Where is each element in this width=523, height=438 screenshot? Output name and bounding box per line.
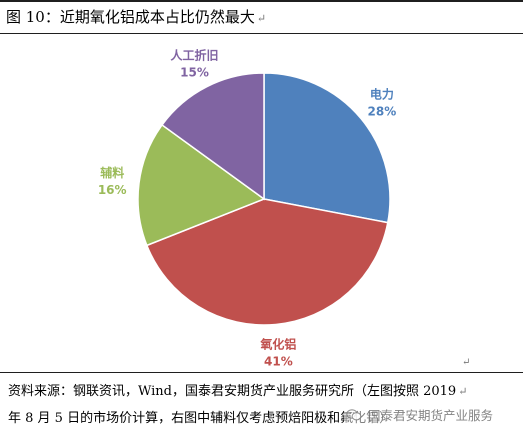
source-line-2: 年 8 月 5 日的市场价计算，右图中辅料仅考虑预焙阳极和氟化铝） <box>8 411 393 426</box>
slice-value-label: 41% <box>264 354 293 368</box>
pie-slice-3 <box>161 72 265 201</box>
source-line-1: 资料来源：钢联资讯，Wind，国泰君安期货产业服务研究所（左图按照 2019 <box>8 384 457 399</box>
pie-slice-1 <box>145 198 389 326</box>
slice-value-label: 15% <box>180 66 209 80</box>
watermark-text: 国泰君安期货产业服务 <box>368 408 494 423</box>
slice-value-label: 28% <box>368 104 397 118</box>
paragraph-mark: ↵ <box>256 12 267 25</box>
wechat-icon <box>346 409 362 421</box>
pie-chart-svg: 电力 28% 氧化铝 41% 辅料 16% 人工折旧 15% ↵ <box>98 48 471 369</box>
divider <box>0 372 523 373</box>
watermark: 国泰君安期货产业服务 <box>344 405 496 424</box>
pie-slice-2 <box>137 123 266 247</box>
source-note: 资料来源：钢联资讯，Wind，国泰君安期货产业服务研究所（左图按照 2019 ↵ … <box>8 378 518 432</box>
slice-label-1: 氧化铝 41% <box>259 336 296 368</box>
paragraph-mark: ↵ <box>458 385 468 398</box>
paragraph-mark: ↵ <box>462 357 470 368</box>
slice-category-label: 电力 <box>370 86 394 101</box>
slice-category-label: 人工折旧 <box>171 48 219 63</box>
slice-label-3: 人工折旧 15% <box>171 48 219 80</box>
slice-category-label: 氧化铝 <box>259 336 296 351</box>
slice-category-label: 辅料 <box>100 165 124 180</box>
slice-value-label: 16% <box>98 183 127 197</box>
pie-chart: 电力 28% 氧化铝 41% 辅料 16% 人工折旧 15% ↵ <box>0 34 523 372</box>
figure-title: 图 10：近期氧化铝成本占比仍然最大 <box>6 8 255 26</box>
slice-label-2: 辅料 16% <box>98 165 127 197</box>
pie-slice-0 <box>263 72 391 224</box>
slice-label-0: 电力 28% <box>368 86 397 118</box>
figure-caption-bar: 图 10：近期氧化铝成本占比仍然最大 ↵ <box>0 0 523 34</box>
